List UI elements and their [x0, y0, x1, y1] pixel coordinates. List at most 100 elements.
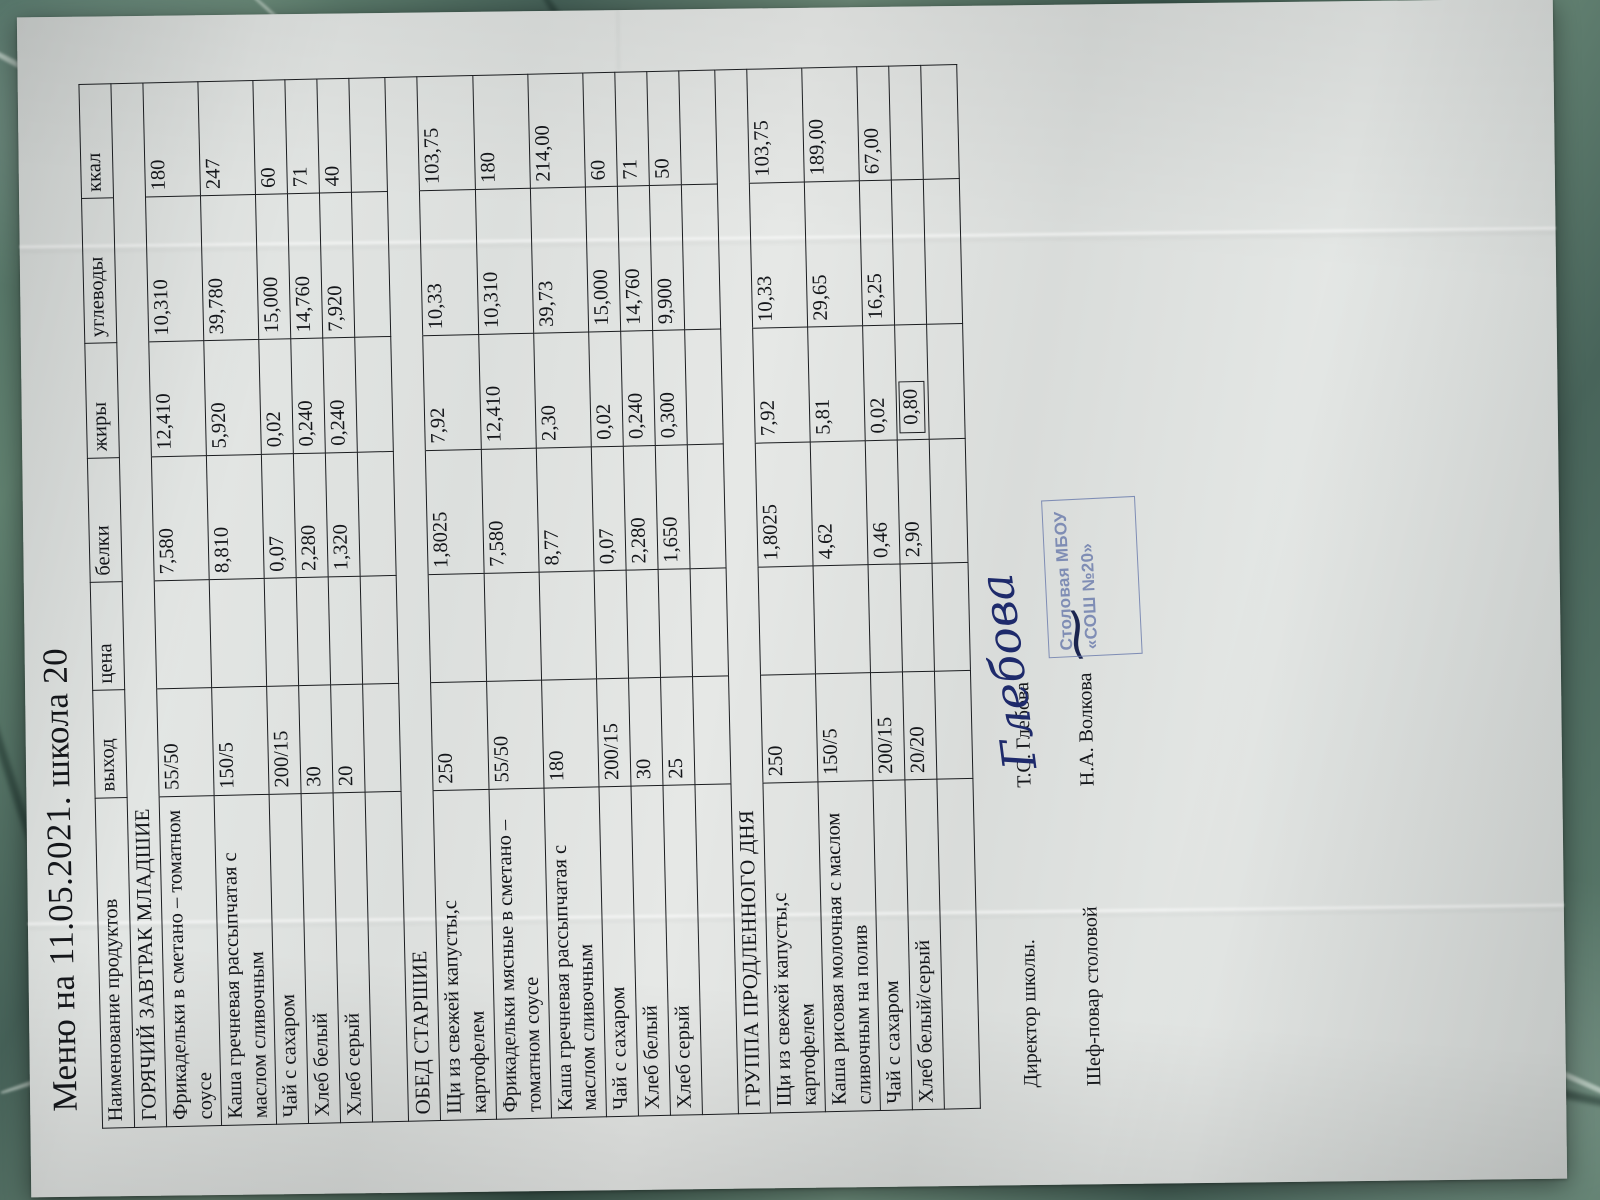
cell-product-name: Щи из свежей капусты,с картофелем [433, 789, 497, 1121]
cell-belki: 1,8025 [425, 449, 484, 575]
boxed-value: 0,80 [898, 380, 926, 434]
empty-cell [937, 778, 981, 1110]
empty-cell [726, 567, 761, 676]
empty-cell [723, 442, 758, 569]
empty-cell [391, 336, 426, 452]
cell-uglevody: 14,760 [287, 193, 324, 340]
cell-cena [428, 573, 487, 683]
empty-cell [116, 342, 152, 458]
col-header-vyhod: выход [92, 689, 128, 799]
cell-kkal: 189,00 [801, 66, 860, 183]
empty-cell [687, 443, 727, 569]
cell-vyhod: 250 [430, 681, 489, 791]
cell-cena [658, 568, 693, 678]
cell-uglevody: 9,900 [649, 185, 685, 331]
cell-belki: 1,650 [655, 444, 691, 570]
cell-cena [154, 579, 212, 689]
empty-cell [351, 191, 392, 338]
cell-uglevody: 16,25 [859, 180, 895, 327]
cell-cena [900, 563, 935, 673]
empty-cell [728, 675, 763, 784]
cell-kkal: 214,00 [527, 73, 586, 189]
empty-cell [921, 64, 960, 180]
cell-zhiry: 5,920 [203, 339, 262, 456]
cell-vyhod: 25 [660, 676, 695, 786]
cell-zhiry: 0,80 [894, 324, 930, 440]
empty-cell [387, 190, 424, 337]
empty-cell [362, 683, 402, 793]
cell-cena [594, 570, 629, 679]
cell-belki: 8,810 [206, 454, 265, 580]
cell-zhiry: 0,02 [259, 339, 294, 455]
cell-cena [538, 571, 597, 681]
cell-zhiry: 0,240 [323, 337, 358, 453]
cell-uglevody: 10,310 [474, 188, 534, 335]
cell-uglevody: 10,310 [145, 195, 204, 343]
cell-belki: 1,8025 [755, 441, 814, 568]
cell-product-name: Фрикадельки в сметано – томатном соусе [159, 795, 222, 1127]
empty-cell [926, 323, 966, 439]
cell-zhiry: 12,410 [478, 333, 537, 450]
cell-kkal: 50 [646, 70, 682, 186]
cell-product-name: Фрикадельки мясные в сметано – томатном … [488, 788, 552, 1120]
cell-belki: 7,580 [151, 455, 210, 582]
cell-vyhod: 200/15 [267, 685, 302, 795]
cell-zhiry: 7,92 [423, 334, 481, 451]
cell-belki: 1,320 [325, 451, 361, 578]
cell-vyhod: 150/5 [211, 686, 270, 796]
cell-vyhod: 150/5 [815, 672, 874, 782]
cell-kkal: 67,00 [857, 66, 892, 181]
cell-uglevody: 15,000 [585, 186, 621, 333]
empty-cell [929, 438, 969, 564]
empty-cell [684, 329, 724, 445]
cell-vyhod: 20 [330, 684, 366, 793]
cell-cena [813, 564, 871, 674]
cell-zhiry: 0,02 [862, 325, 898, 441]
signature-row-director: Директор школы. Т.С. Глебова [996, 8, 1043, 1088]
empty-cell [119, 456, 155, 582]
col-header-belki: белки [87, 457, 123, 583]
cell-zhiry: 12,410 [148, 341, 207, 457]
cell-uglevody: 10,33 [419, 189, 479, 337]
signature-name: Н.А. Волкова [1074, 672, 1099, 787]
page-title: Меню на 11.05.2021. школа 20 [35, 647, 85, 1112]
cell-belki: 2,280 [293, 452, 329, 578]
empty-cell [385, 76, 420, 192]
cell-cena [209, 578, 268, 688]
empty-cell [398, 682, 434, 792]
signature-block: Директор школы. Т.С. Глебова Шеф-повар с… [969, 6, 1143, 1088]
cell-uglevody: 15,000 [255, 193, 292, 340]
empty-cell [355, 336, 394, 452]
col-header-zhiry: жиры [84, 343, 120, 458]
col-header-uglevody: углеводы [81, 197, 117, 344]
cell-kkal: 103,75 [746, 68, 805, 184]
col-header-cena: цена [90, 581, 125, 691]
menu-table: Наименование продуктов выход цена белки … [78, 64, 981, 1129]
cell-belki: 2,90 [897, 438, 933, 565]
empty-cell [717, 183, 753, 330]
empty-cell [393, 450, 429, 576]
cell-cena [483, 572, 542, 682]
cell-zhiry: 0,240 [620, 330, 656, 446]
signature-role: Директор школы. [1017, 938, 1043, 1088]
cell-zhiry: 0,240 [291, 338, 326, 454]
cell-uglevody: 14,760 [617, 185, 653, 332]
cell-uglevody [891, 179, 927, 326]
empty-cell [923, 178, 963, 325]
menu-document: Меню на 11.05.2021. школа 20 Наименовани… [21, 0, 1546, 1150]
empty-cell [124, 688, 160, 798]
cell-cena [868, 564, 903, 673]
cell-product-name: Щи из свежей капусты,с картофелем [762, 781, 826, 1114]
cell-cena [296, 577, 331, 686]
empty-cell [690, 568, 729, 677]
cell-zhiry: 5,81 [807, 326, 866, 442]
empty-cell [720, 328, 756, 444]
cell-uglevody: 10,33 [749, 182, 808, 329]
cell-belki: 2,280 [623, 445, 659, 571]
cell-zhiry: 2,30 [533, 332, 592, 448]
cell-zhiry: 0,300 [652, 330, 688, 446]
empty-cell [122, 581, 157, 690]
cell-belki: 0,46 [865, 439, 901, 565]
empty-cell [678, 70, 718, 186]
cell-kkal: 180 [472, 74, 531, 190]
